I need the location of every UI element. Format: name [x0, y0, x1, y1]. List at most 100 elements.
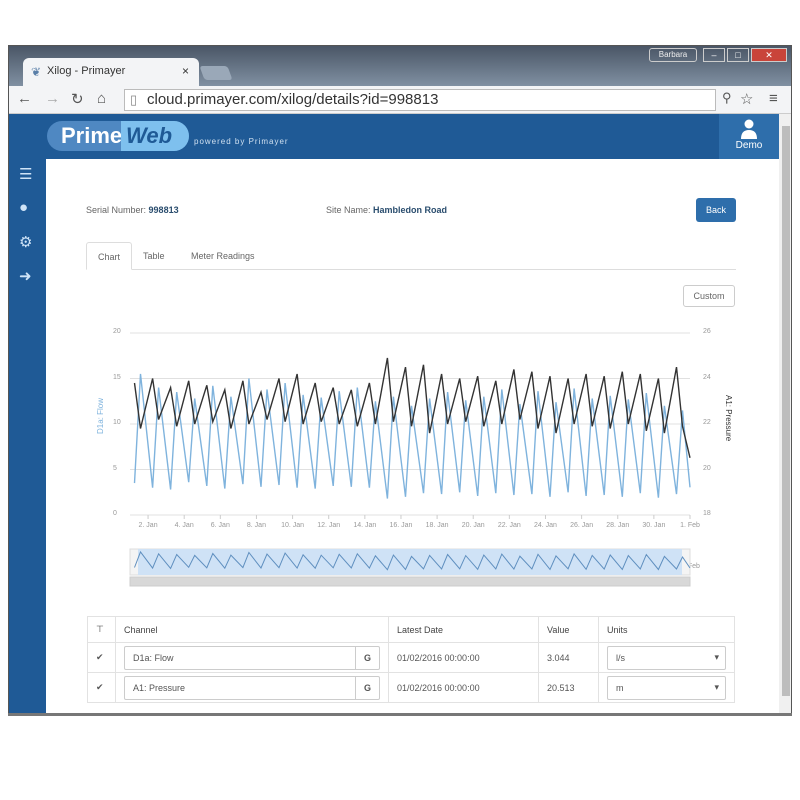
units-value: l/s [616, 652, 625, 663]
col-channel: Channel [115, 616, 389, 643]
navigator-tick: 11. Jan [299, 563, 322, 570]
y-tick-left: 0 [113, 510, 117, 517]
x-tick: 18. Jan [425, 522, 449, 529]
latest-date: 01/02/2016 00:00:00 [388, 642, 539, 673]
navigator-tick: 18. Jan [425, 563, 449, 570]
page-icon: ▯ [130, 92, 138, 107]
tab-table[interactable]: Table [143, 251, 165, 261]
user-icon [741, 119, 757, 139]
x-tick: 20. Jan [461, 522, 485, 529]
x-tick: 12. Jan [317, 522, 341, 529]
col-units: Units [598, 616, 735, 643]
x-tick: 26. Jan [570, 522, 594, 529]
table-header-row: ⊤ Channel Latest Date Value Units [87, 616, 735, 643]
col-value: Value [538, 616, 599, 643]
powered-by: powered by Primayer [194, 137, 289, 146]
maximize-icon[interactable]: □ [727, 48, 749, 62]
tab-chart[interactable]: Chart [86, 242, 133, 270]
logo-prime: Prime [61, 123, 123, 148]
y-tick-left: 5 [113, 464, 117, 472]
latest-date: 01/02/2016 00:00:00 [388, 672, 539, 703]
address-bar[interactable]: ▯ cloud.primayer.com/xilog/details?id=99… [124, 89, 716, 111]
units-value: m [616, 682, 624, 693]
y-tick-left: 20 [113, 328, 121, 335]
right-axis-title: A1: Pressure [724, 395, 733, 442]
new-tab-button[interactable] [199, 66, 233, 80]
row-checkbox[interactable]: ✔ [87, 672, 116, 703]
table-row: ✔ D1a: Flow G 01/02/2016 00:00:00 3.044 l… [87, 642, 735, 673]
user-menu[interactable]: Demo [719, 114, 779, 159]
back-arrow-icon[interactable]: ← [17, 90, 32, 107]
x-tick: 4. Jan [174, 522, 194, 529]
back-button[interactable]: Back [696, 198, 736, 222]
site-value: Hambledon Road [373, 205, 448, 215]
close-window-icon[interactable]: ✕ [751, 48, 787, 62]
channel-settings-icon[interactable]: G [355, 646, 379, 669]
globe-icon[interactable]: ● [19, 199, 29, 216]
browser-toolbar: ← → ↻ ⌂ ▯ cloud.primayer.com/xilog/detai… [9, 86, 791, 114]
site-label: Site Name: [326, 205, 371, 215]
y-tick-right: 22 [703, 419, 711, 426]
x-tick: 24. Jan [533, 522, 557, 529]
scrollbar-thumb[interactable] [782, 126, 790, 696]
channel-input[interactable]: A1: Pressure G [124, 675, 380, 700]
tab-bar: Chart Table Meter Readings [86, 242, 736, 270]
channel-table: ⊤ Channel Latest Date Value Units ✔ D1a:… [87, 616, 735, 703]
y-tick-right: 18 [703, 510, 711, 517]
table-row: ✔ A1: Pressure G 01/02/2016 00:00:00 20.5… [87, 672, 735, 703]
zoom-icon[interactable]: ⚲ [722, 90, 732, 105]
x-tick: 22. Jan [497, 522, 521, 529]
tab-title: Xilog - Primayer [47, 65, 126, 77]
profile-button[interactable]: Barbara [649, 48, 697, 62]
menu-icon[interactable]: ☰ [19, 166, 33, 183]
home-icon[interactable]: ⌂ [97, 90, 107, 107]
value: 3.044 [538, 642, 599, 673]
row-checkbox[interactable]: ✔ [87, 642, 116, 673]
left-axis-title: D1a: Flow [96, 398, 105, 435]
x-tick: 16. Jan [389, 522, 413, 529]
y-tick-left: 10 [113, 419, 121, 426]
forward-arrow-icon[interactable]: → [45, 90, 60, 107]
x-tick: 14. Jan [353, 522, 377, 529]
bookmark-star-icon[interactable]: ☆ [740, 91, 754, 108]
serial-number: Serial Number: 998813 [86, 205, 179, 215]
browser-tab[interactable]: ❦ Xilog - Primayer × [23, 58, 199, 86]
units-select[interactable]: m ▾ [607, 675, 726, 700]
x-tick: 2. Jan [138, 522, 158, 529]
minimize-icon[interactable]: – [703, 48, 725, 62]
navigator-tick: 1. Feb [680, 563, 700, 570]
custom-button[interactable]: Custom [683, 285, 735, 307]
logo[interactable]: Prime Web [47, 121, 189, 151]
reload-icon[interactable]: ↻ [71, 91, 84, 108]
serial-value: 998813 [148, 205, 179, 215]
col-latest-date: Latest Date [388, 616, 539, 643]
menu-icon[interactable]: ≡ [769, 90, 778, 107]
scrollbar[interactable] [779, 114, 791, 714]
x-tick: 10. Jan [281, 522, 305, 529]
browser-window: ❦ Xilog - Primayer × Barbara – □ ✕ ← → ↻… [8, 45, 792, 715]
sidebar: ☰ ● ⚙ ➜ [9, 159, 46, 714]
y-tick-left: 15 [113, 373, 121, 381]
channel-input[interactable]: D1a: Flow G [124, 645, 380, 670]
close-tab-icon[interactable]: × [181, 64, 189, 78]
y-tick-right: 26 [703, 328, 711, 335]
channel-settings-icon[interactable]: G [355, 676, 379, 699]
x-tick: 28. Jan [606, 522, 630, 529]
serial-label: Serial Number: [86, 205, 147, 215]
filter-icon[interactable]: ⊤ [87, 616, 116, 643]
units-select[interactable]: l/s ▾ [607, 645, 726, 670]
gears-icon[interactable]: ⚙ [19, 234, 33, 251]
x-tick: 30. Jan [642, 522, 666, 529]
x-tick: 8. Jan [246, 522, 266, 529]
window-bottom-border [8, 713, 792, 716]
logo-web: Web [121, 121, 189, 151]
channel-name: D1a: Flow [133, 652, 174, 663]
y-tick-right: 24 [703, 373, 711, 381]
title-bar: ❦ Xilog - Primayer × Barbara – □ ✕ [9, 46, 791, 86]
tab-meter-readings[interactable]: Meter Readings [191, 251, 255, 261]
y-tick-right: 20 [703, 464, 711, 472]
dropdown-arrow-icon: ▾ [714, 651, 719, 662]
user-label: Demo [735, 140, 763, 151]
sign-out-icon[interactable]: ➜ [19, 268, 32, 285]
channel-name: A1: Pressure [133, 682, 186, 693]
